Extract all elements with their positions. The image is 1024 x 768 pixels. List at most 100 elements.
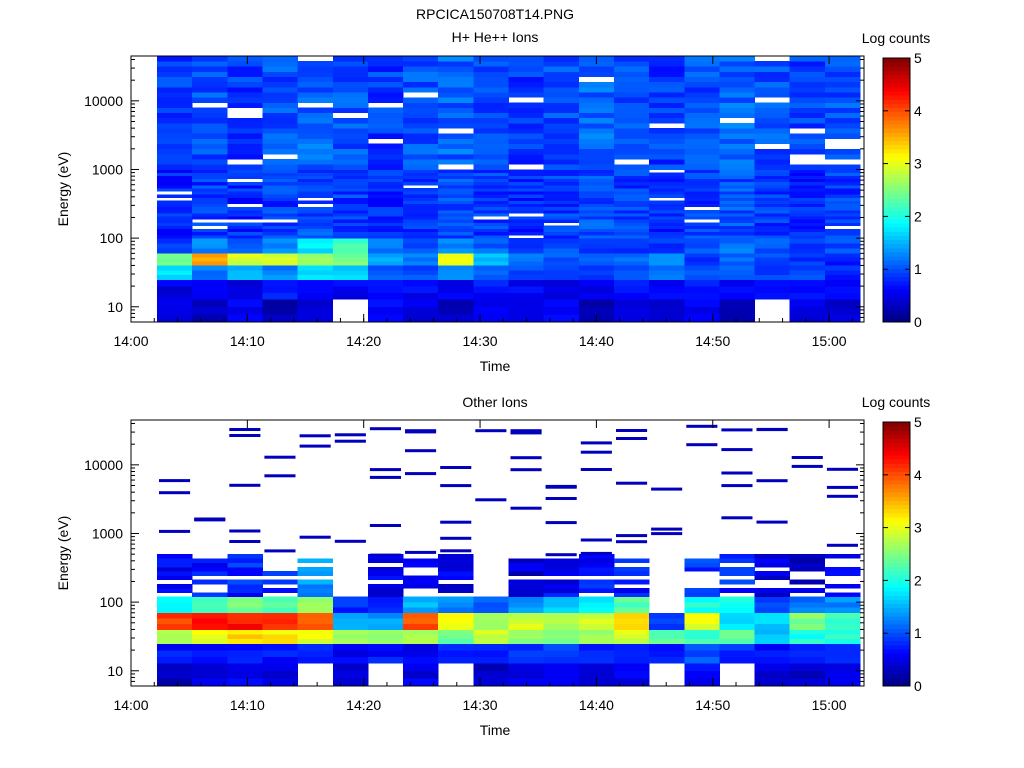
heatmap-cell	[438, 210, 474, 214]
heatmap-cell	[649, 76, 685, 83]
heatmap-cell	[227, 213, 263, 217]
heatmap-cell	[614, 210, 650, 214]
heatmap-cell	[789, 225, 826, 229]
heatmap-cell	[297, 175, 334, 180]
heatmap-cell	[332, 175, 369, 180]
heatmap-cell	[789, 306, 826, 315]
heatmap-cell	[367, 571, 404, 576]
heatmap-cell	[578, 253, 615, 258]
heatmap-cell	[192, 123, 228, 129]
heatmap-cell	[297, 238, 334, 244]
heatmap-cell	[157, 143, 193, 150]
heatmap-cell	[473, 292, 509, 300]
heatmap-cell	[438, 583, 474, 589]
colorbar-segment	[883, 640, 910, 646]
heatmap-cell	[297, 154, 334, 160]
heatmap-cell	[719, 306, 755, 315]
heatmap-cell	[719, 225, 755, 229]
heatmap-cell	[192, 169, 228, 173]
heatmap-cell	[578, 81, 615, 88]
heatmap-cell	[227, 579, 263, 585]
heatmap-cell	[543, 71, 580, 77]
heatmap-cell	[578, 206, 615, 211]
sparse-count-mark	[651, 532, 683, 536]
heatmap-cell	[614, 86, 650, 93]
heatmap-cell	[262, 314, 298, 323]
heatmap-cell	[754, 206, 790, 211]
heatmap-cell	[614, 602, 650, 608]
heatmap-cell	[438, 143, 474, 150]
heatmap-cell	[192, 92, 228, 98]
heatmap-cell	[473, 203, 509, 208]
heatmap-cell	[367, 203, 404, 208]
heatmap-cell	[262, 206, 298, 211]
heatmap-cell	[262, 172, 298, 176]
heatmap-cell	[684, 566, 720, 572]
heatmap-cell	[754, 225, 790, 229]
x-tick-label: 15:00	[812, 333, 847, 349]
heatmap-cell	[543, 306, 580, 315]
heatmap-cell	[157, 650, 193, 657]
colorbar-segment	[883, 558, 910, 563]
heatmap-cell	[684, 128, 720, 134]
heatmap-cell	[473, 194, 509, 198]
heatmap-cell	[824, 213, 861, 217]
heatmap-cell	[508, 86, 544, 93]
colorbar-segment	[883, 91, 910, 96]
heatmap-cell	[157, 138, 193, 144]
heatmap-cell	[367, 270, 404, 276]
heatmap-cell	[157, 678, 193, 687]
y-tick-label: 1000	[92, 525, 123, 541]
heatmap-cell	[157, 92, 193, 98]
heatmap-cell	[578, 562, 615, 568]
sparse-count-mark	[651, 487, 683, 491]
heatmap-cell	[157, 112, 193, 119]
sparse-count-mark	[299, 535, 331, 539]
heatmap-cell	[262, 86, 298, 93]
heatmap-cell	[332, 286, 369, 293]
heatmap-cell	[297, 298, 334, 307]
heatmap-cell	[157, 222, 193, 226]
heatmap-cell	[684, 203, 720, 208]
heatmap-cell	[578, 231, 615, 236]
heatmap-cell	[508, 261, 544, 266]
heatmap-cell	[227, 592, 263, 597]
heatmap-cell	[403, 175, 439, 180]
heatmap-cell	[157, 279, 193, 287]
heatmap-cell	[614, 154, 650, 160]
heatmap-cell	[332, 56, 369, 62]
heatmap-cell	[157, 618, 193, 625]
heatmap-cell	[719, 238, 755, 244]
heatmap-cell	[719, 138, 755, 144]
heatmap-cell	[508, 270, 544, 276]
heatmap-cell	[824, 571, 861, 576]
heatmap-cell	[614, 92, 650, 98]
heatmap-cell	[824, 172, 861, 176]
heatmap-cell	[297, 169, 334, 173]
sparse-count-mark	[721, 471, 753, 475]
heatmap-cell	[192, 61, 228, 67]
heatmap-cell	[824, 678, 861, 687]
heatmap-cell	[754, 81, 790, 88]
heatmap-cell	[824, 76, 861, 83]
heatmap-cell	[789, 185, 826, 189]
heatmap-cell	[262, 623, 298, 630]
heatmap-cells	[157, 56, 861, 323]
heatmap-cell	[438, 623, 474, 630]
sparse-count-mark	[721, 448, 753, 452]
heatmap-cell	[227, 298, 263, 307]
colorbar-tick-label: 3	[914, 520, 922, 536]
sparse-count-mark	[616, 481, 648, 485]
heatmap-cell	[684, 253, 720, 258]
heatmap-cell	[789, 638, 826, 644]
heatmap-cell	[403, 274, 439, 280]
colorbar-segment	[883, 455, 910, 460]
heatmap-cell	[227, 253, 263, 258]
heatmap-cell	[824, 238, 861, 244]
heatmap-cell	[649, 643, 685, 651]
colorbar-segment	[883, 223, 910, 228]
heatmap-cell	[367, 602, 404, 608]
heatmap-cell	[543, 662, 580, 671]
heatmap-cell	[719, 213, 755, 217]
heatmap-cell	[754, 279, 790, 287]
